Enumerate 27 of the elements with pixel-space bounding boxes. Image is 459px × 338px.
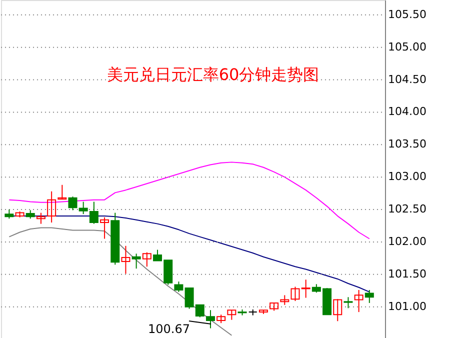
candlestick [354, 289, 364, 313]
y-tick-label: 103.00 [388, 170, 426, 184]
y-tick-label: 104.50 [388, 72, 426, 86]
candlestick [142, 252, 152, 268]
candlestick [68, 196, 78, 211]
candlestick [58, 184, 67, 200]
y-tick-label: 102.50 [388, 202, 426, 216]
candlestick [301, 279, 310, 298]
candlestick [333, 298, 342, 322]
y-tick-label: 101.00 [388, 300, 426, 313]
y-tick-label: 101.50 [388, 267, 426, 280]
candlestick [132, 253, 141, 270]
text: 美元兑日元汇率60分钟走势图 [106, 65, 320, 84]
y-tick-label: 104.00 [388, 105, 426, 118]
line-series [8, 162, 370, 240]
candlestick [344, 296, 353, 309]
y-tick-label: 103.50 [388, 138, 426, 151]
candlestick [4, 209, 14, 220]
candlestick [174, 281, 184, 292]
candlestick [121, 245, 130, 274]
candlestick [227, 310, 236, 320]
y-tick-label: 102.00 [388, 234, 426, 248]
y-tick-label: 105.50 [388, 8, 426, 21]
y-tick-label: 105.00 [388, 40, 426, 54]
candlestick [100, 216, 110, 240]
annotation: 100.67 [148, 322, 190, 336]
candlestick [364, 289, 374, 304]
